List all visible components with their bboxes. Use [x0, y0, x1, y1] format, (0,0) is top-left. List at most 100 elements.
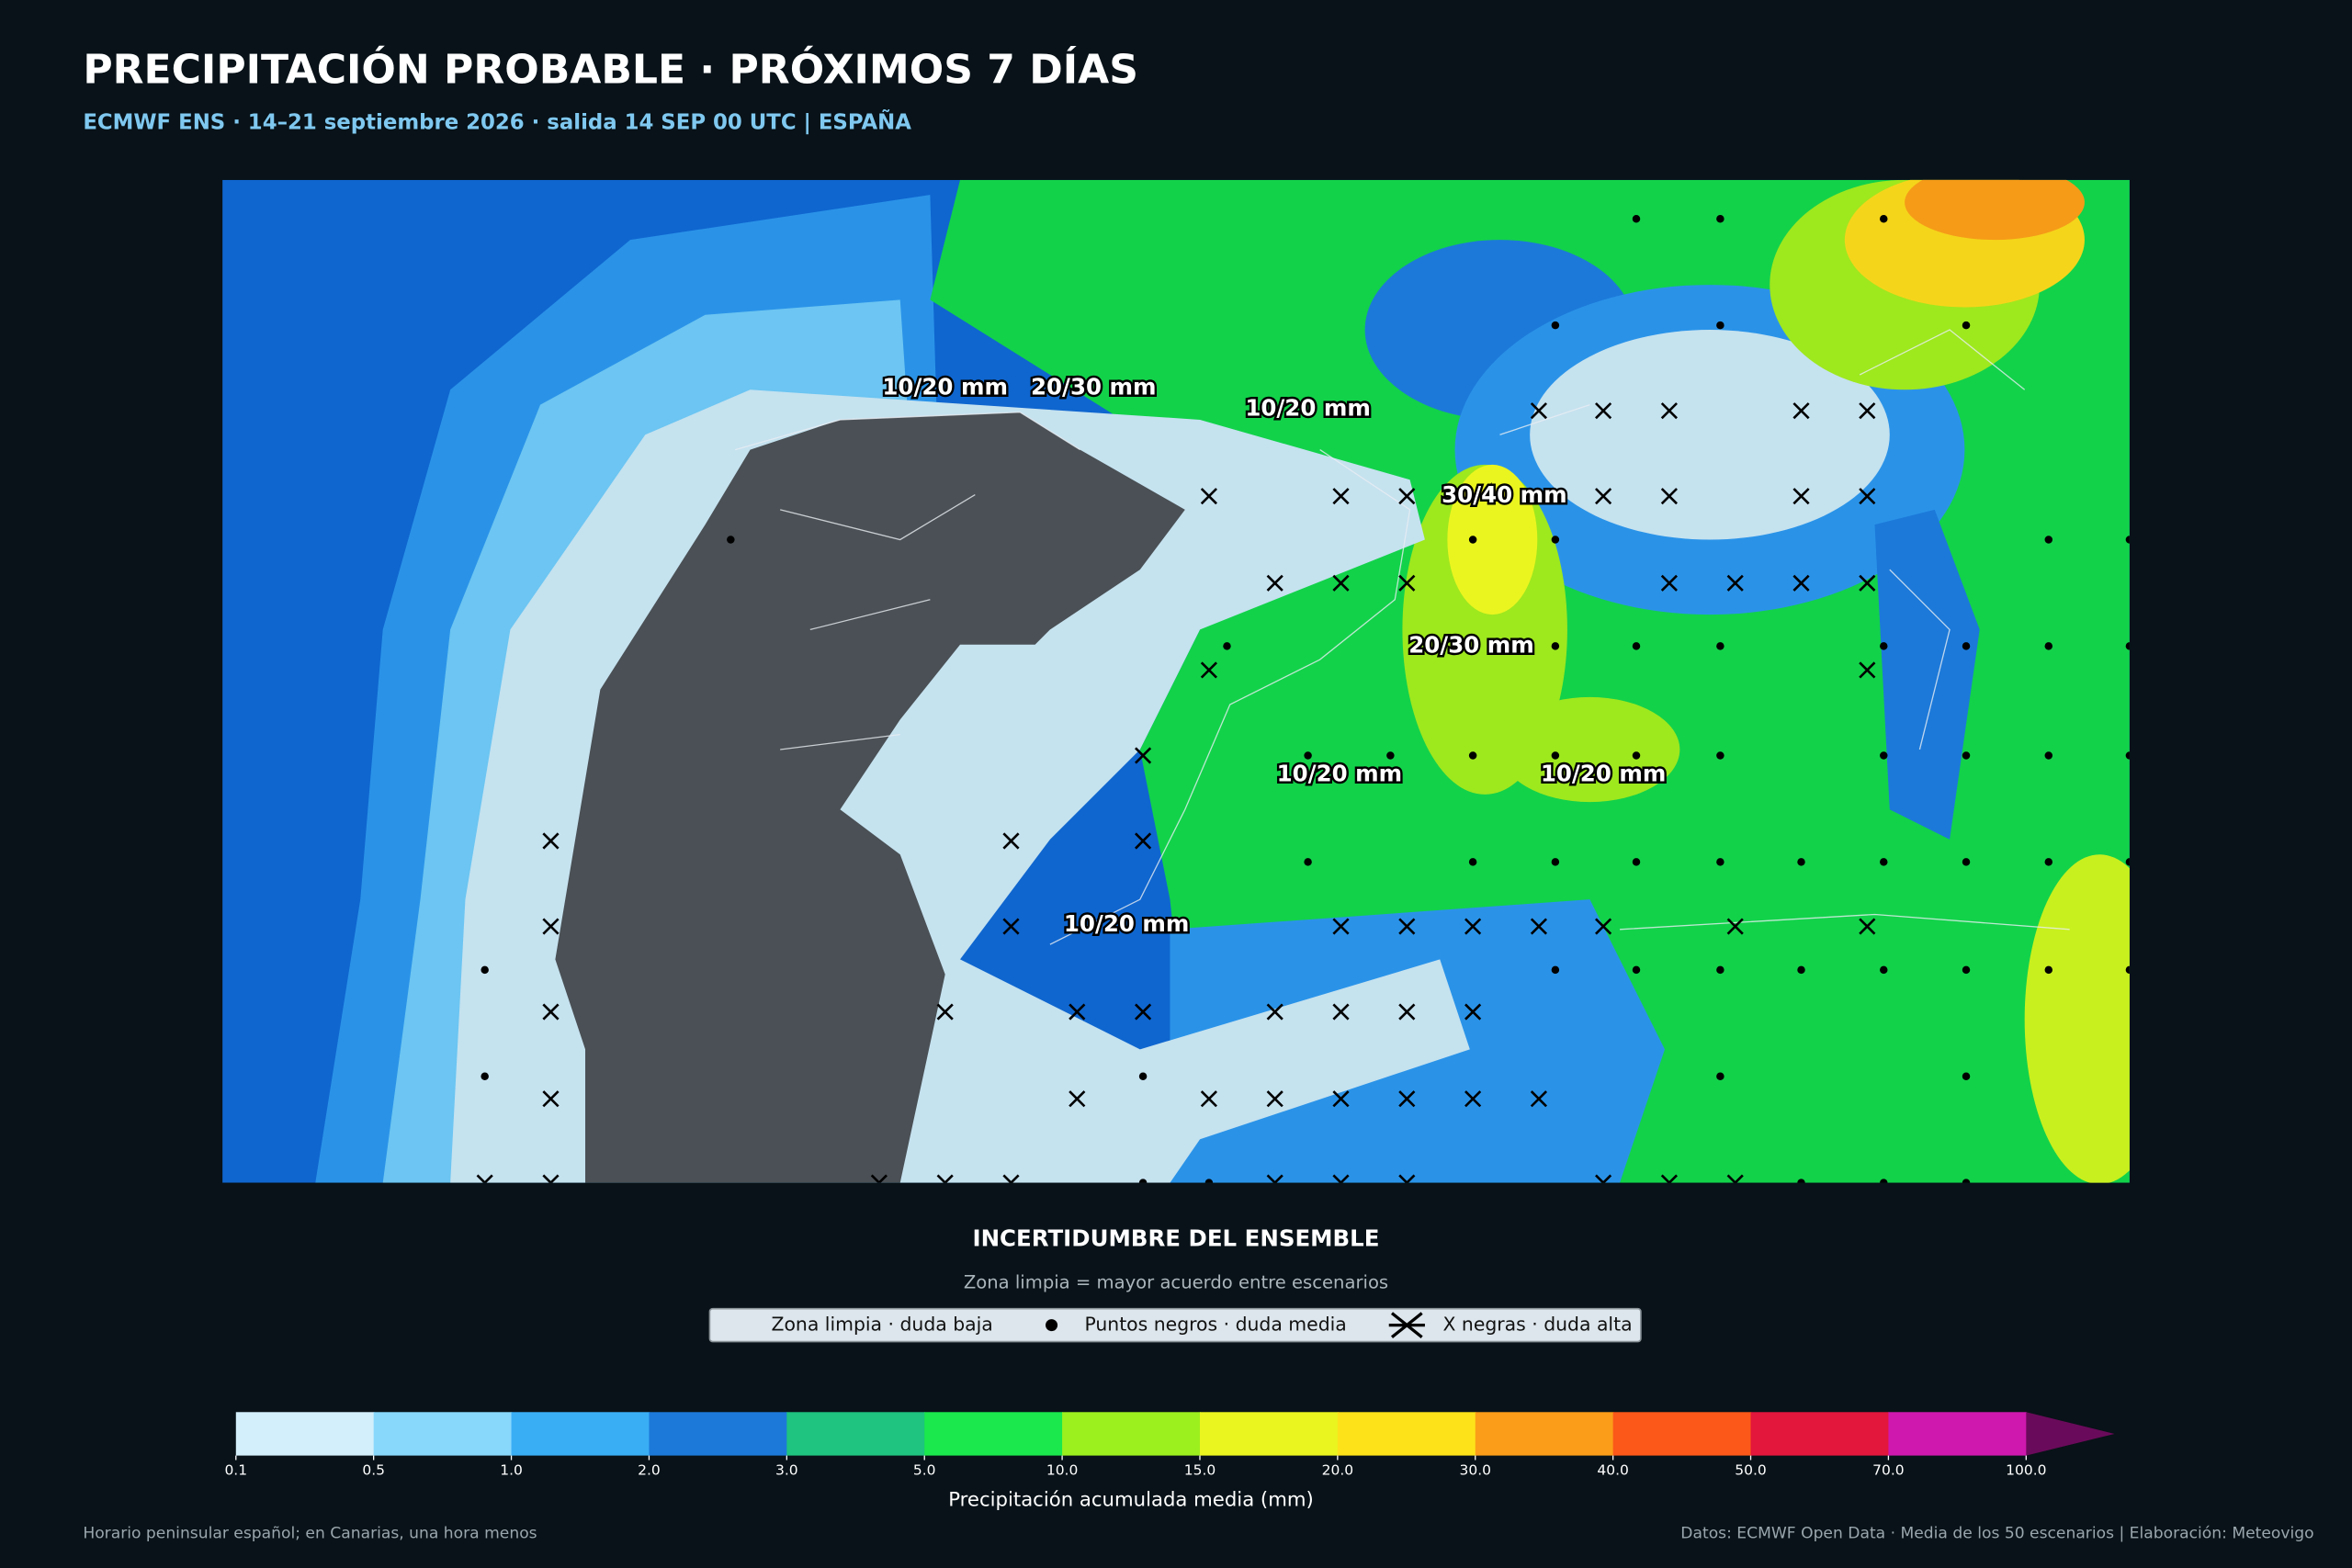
colorbar-bin [924, 1412, 1063, 1456]
x-marker [1464, 1090, 1482, 1108]
dot-marker [1632, 215, 1641, 223]
colorbar-bin [1475, 1412, 1614, 1456]
x-marker [1859, 574, 1876, 592]
precip-label: 10/20 mm [1245, 395, 1371, 422]
x-marker [1792, 574, 1810, 592]
dot-marker [1716, 965, 1724, 975]
dot-marker [1632, 642, 1641, 650]
title: PRECIPITACIÓN PROBABLE · PRÓXIMOS 7 DÍAS [83, 44, 1138, 93]
colorbar-bin [373, 1412, 513, 1456]
dot-marker [1962, 321, 1971, 330]
dot-marker [2125, 642, 2130, 650]
colorbar-tick-label: 5.0 [913, 1461, 936, 1478]
borders [735, 329, 2070, 945]
dot-marker [1880, 858, 1888, 866]
x-marker [1200, 488, 1217, 505]
dot-marker [2125, 965, 2130, 975]
dot-marker [1304, 751, 1312, 760]
x-marker [1002, 918, 1020, 935]
dot-marker [1468, 751, 1477, 760]
dot-marker [1962, 858, 1971, 866]
precip-label: 30/40 mm [1442, 481, 1567, 508]
colorbar-tick-label: 40.0 [1597, 1461, 1629, 1478]
x-marker [1135, 832, 1152, 850]
dot-marker [1962, 965, 1971, 975]
x-marker [1332, 1090, 1350, 1108]
x-marker [1332, 488, 1350, 505]
x-marker [1398, 1174, 1416, 1183]
footer-right: Datos: ECMWF Open Data · Media de los 50… [1680, 1524, 2313, 1542]
colorbar-tick-label: 100.0 [2006, 1461, 2046, 1478]
field [1447, 464, 1538, 615]
dot-marker [1551, 751, 1560, 760]
x-marker [1859, 488, 1876, 505]
x-marker [1002, 832, 1020, 850]
x-marker [1595, 402, 1612, 420]
legend-subtitle: Zona limpia = mayor acuerdo entre escena… [964, 1271, 1388, 1292]
dot-marker [1551, 965, 1560, 975]
dot-marker [1551, 642, 1560, 650]
x-marker [1792, 488, 1810, 505]
x-marker [542, 1003, 560, 1021]
x-marker [1332, 1003, 1350, 1021]
x-marker [1464, 918, 1482, 935]
x-marker [1135, 1003, 1152, 1021]
x-marker [542, 832, 560, 850]
field [1499, 696, 1680, 803]
dot-marker [1880, 215, 1888, 223]
x-marker [1332, 1174, 1350, 1183]
colorbar-tick-label: 30.0 [1460, 1461, 1492, 1478]
precip-label: 10/20 mm [1541, 761, 1667, 787]
colorbar-tick-label: 10.0 [1046, 1461, 1079, 1478]
x-marker [1266, 1003, 1283, 1021]
x-marker [1266, 574, 1283, 592]
colorbar-tick-label: 15.0 [1184, 1461, 1216, 1478]
colorbar-bin [1199, 1412, 1339, 1456]
map: 10/20 mm 20/30 mm 10/20 mm 30/40 mm 20/30 mm… [222, 179, 2130, 1183]
x-marker [1530, 402, 1548, 420]
colorbar-tick-label: 0.5 [362, 1461, 385, 1478]
dot-marker [1138, 1072, 1148, 1080]
dot-marker [1962, 1072, 1971, 1080]
dot-marker [2044, 536, 2053, 544]
dot-marker [1204, 1179, 1214, 1183]
x-marker [1530, 1090, 1548, 1108]
colorbar-bin [1750, 1412, 1890, 1456]
dot-marker [1797, 1179, 1805, 1183]
x-marker [542, 1174, 560, 1183]
x-marker [1660, 1174, 1678, 1183]
x-marker [1398, 488, 1416, 505]
dot-marker [1797, 965, 1805, 975]
colorbar-tick-label: 0.1 [224, 1461, 247, 1478]
x-marker [1595, 918, 1612, 935]
x-marker [1660, 574, 1678, 592]
x-marker [1726, 574, 1744, 592]
x-marker [1200, 661, 1217, 679]
x-marker [1595, 488, 1612, 505]
dot-marker [1962, 1179, 1971, 1183]
x-marker [936, 1174, 954, 1183]
field [1874, 509, 1980, 840]
colorbar-bin [1888, 1412, 2028, 1456]
dot-marker [1551, 536, 1560, 544]
legend-title: INCERTIDUMBRE DEL ENSEMBLE [972, 1225, 1379, 1252]
x-marker [1726, 1174, 1744, 1183]
dot-marker [481, 965, 489, 975]
dot-marker [2125, 751, 2130, 760]
legend-box [708, 1307, 1642, 1343]
precip-label: 10/20 mm [1277, 761, 1403, 787]
precip-label: 20/30 mm [1031, 374, 1157, 400]
colorbar-bin [1612, 1412, 1752, 1456]
field [1905, 179, 2085, 241]
legend-x [1388, 1312, 1425, 1338]
subtitle: ECMWF ENS · 14–21 septiembre 2026 · sali… [83, 108, 911, 134]
dot-marker [1716, 321, 1724, 330]
field [1530, 330, 1890, 540]
dot-marker [1468, 536, 1477, 544]
x-marker [1660, 402, 1678, 420]
colorbar-bin [786, 1412, 926, 1456]
x-marker [870, 1174, 888, 1183]
x-marker [1002, 1174, 1020, 1183]
dot-marker [1962, 751, 1971, 760]
dot-marker [1304, 858, 1312, 866]
